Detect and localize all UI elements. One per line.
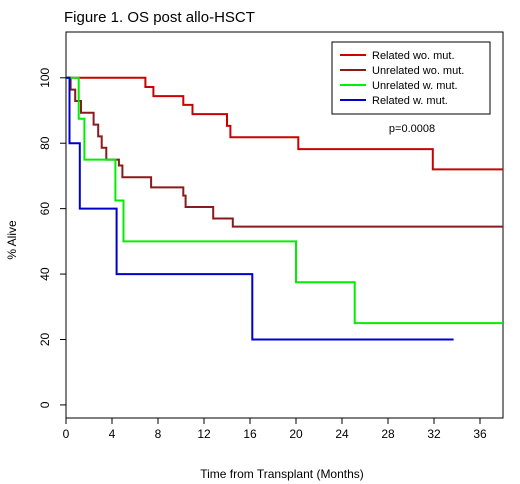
y-tick-label-100: 100 — [38, 67, 52, 87]
x-axis-label: Time from Transplant (Months) — [200, 467, 364, 481]
x-tick-label-32: 32 — [427, 427, 441, 441]
x-tick-label-4: 4 — [109, 427, 116, 441]
chart-title: Figure 1. OS post allo-HSCT — [64, 9, 255, 26]
y-tick-label-40: 40 — [38, 267, 52, 281]
y-tick-label-60: 60 — [38, 202, 52, 216]
p-value-annotation: p=0.0008 — [389, 123, 435, 135]
x-tick-label-16: 16 — [243, 427, 257, 441]
legend-label-1: Related wo. mut. — [372, 50, 455, 62]
plot-area: 0 4 8 12 16 20 24 28 32 36 0 20 40 60 80 100 Related wo.… — [38, 31, 504, 441]
x-tick-label-20: 20 — [289, 427, 303, 441]
y-tick-label-0: 0 — [38, 401, 52, 408]
x-tick-label-8: 8 — [155, 427, 162, 441]
legend-label-2: Unrelated wo. mut. — [372, 65, 464, 77]
y-tick-label-80: 80 — [38, 136, 52, 150]
series-line-1 — [66, 76, 503, 171]
plot-frame — [65, 31, 504, 419]
series-line-4 — [66, 76, 454, 341]
y-tick-label-20: 20 — [38, 332, 52, 346]
x-tick-label-12: 12 — [197, 427, 211, 441]
legend-label-3: Unrelated w. mut. — [372, 80, 458, 92]
x-tick-label-36: 36 — [473, 427, 487, 441]
legend-label-4: Related w. mut. — [372, 95, 448, 107]
x-tick-label-28: 28 — [381, 427, 395, 441]
y-axis-label: % Alive — [5, 220, 19, 260]
x-tick-label-24: 24 — [335, 427, 349, 441]
x-tick-label-0: 0 — [63, 427, 70, 441]
series-line-3 — [66, 76, 503, 325]
